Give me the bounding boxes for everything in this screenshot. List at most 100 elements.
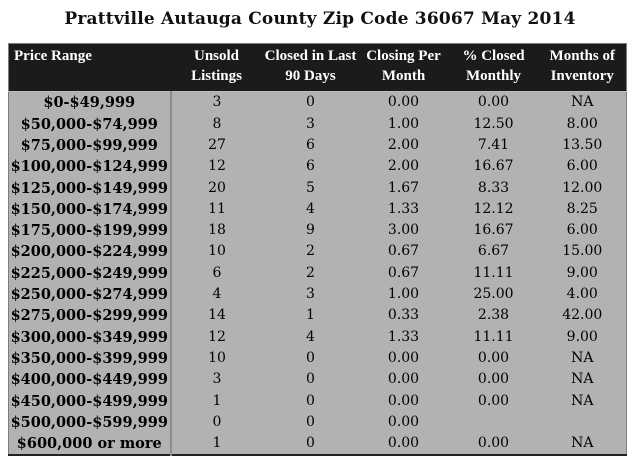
value-cell-unsold-listings: 8 [170, 113, 263, 135]
value-cell-months-of-inventory: NA [538, 390, 627, 412]
value-cell-pct-closed-monthly [448, 411, 539, 434]
value-cell-closed-last-90-days: 2 [262, 241, 359, 263]
table-row: $400,000-$449,999 3 0 0.00 0.00 NA [8, 369, 627, 391]
value-cell-unsold-listings: 3 [170, 369, 263, 391]
column-header-pct-closed-monthly: % Closed Monthly [448, 43, 539, 93]
value-cell-closing-per-month: 0.00 [358, 91, 449, 114]
table-row: $0-$49,999 3 0 0.00 0.00 NA [8, 91, 627, 114]
price-range-cell: $300,000-$349,999 [8, 326, 172, 348]
value-cell-unsold-listings: 27 [170, 134, 263, 157]
value-cell-closing-per-month: 0.00 [358, 433, 449, 456]
value-cell-closing-per-month: 0.67 [358, 241, 449, 263]
value-cell-pct-closed-monthly: 8.33 [448, 177, 539, 199]
value-cell-unsold-listings: 12 [170, 326, 263, 348]
value-cell-pct-closed-monthly: 2.38 [448, 305, 539, 327]
table-row: $275,000-$299,999 14 1 0.33 2.38 42.00 [8, 305, 627, 327]
price-range-cell: $450,000-$499,999 [8, 390, 172, 412]
value-cell-months-of-inventory: 8.25 [538, 198, 627, 221]
price-range-cell: $150,000-$174,999 [8, 198, 172, 221]
table-row: $125,000-$149,999 20 5 1.67 8.33 12.00 [8, 177, 627, 199]
table-row: $500,000-$599,999 0 0 0.00 [8, 411, 627, 434]
value-cell-months-of-inventory: NA [538, 91, 627, 114]
value-cell-months-of-inventory: 42.00 [538, 305, 627, 327]
table-row: $75,000-$99,999 27 6 2.00 7.41 13.50 [8, 134, 627, 157]
price-range-cell: $0-$49,999 [8, 91, 172, 114]
value-cell-months-of-inventory: 8.00 [538, 113, 627, 135]
value-cell-pct-closed-monthly: 0.00 [448, 347, 539, 370]
price-range-cell: $200,000-$224,999 [8, 241, 172, 263]
value-cell-closed-last-90-days: 6 [262, 156, 359, 178]
price-range-cell: $250,000-$274,999 [8, 284, 172, 306]
value-cell-closing-per-month: 0.00 [358, 390, 449, 412]
value-cell-closing-per-month: 2.00 [358, 156, 449, 178]
value-cell-closed-last-90-days: 3 [262, 113, 359, 135]
table-row: $250,000-$274,999 4 3 1.00 25.00 4.00 [8, 284, 627, 306]
header-row: Price Range Unsold Listings Closed in Last… [8, 43, 627, 93]
value-cell-closed-last-90-days: 1 [262, 305, 359, 327]
table-row: $225,000-$249,999 6 2 0.67 11.11 9.00 [8, 262, 627, 285]
value-cell-closing-per-month: 1.00 [358, 113, 449, 135]
value-cell-closing-per-month: 2.00 [358, 134, 449, 157]
value-cell-months-of-inventory: 6.00 [538, 220, 627, 242]
value-cell-unsold-listings: 12 [170, 156, 263, 178]
value-cell-closed-last-90-days: 6 [262, 134, 359, 157]
value-cell-unsold-listings: 1 [170, 390, 263, 412]
price-range-cell: $50,000-$74,999 [8, 113, 172, 135]
table-row: $175,000-$199,999 18 9 3.00 16.67 6.00 [8, 220, 627, 242]
value-cell-months-of-inventory: 4.00 [538, 284, 627, 306]
value-cell-pct-closed-monthly: 0.00 [448, 369, 539, 391]
value-cell-pct-closed-monthly: 6.67 [448, 241, 539, 263]
value-cell-unsold-listings: 1 [170, 433, 263, 456]
column-header-closed-last-90-days: Closed in Last 90 Days [262, 43, 359, 93]
column-header-months-of-inventory: Months of Inventory [538, 43, 627, 93]
value-cell-closed-last-90-days: 0 [262, 390, 359, 412]
value-cell-months-of-inventory [538, 411, 627, 434]
value-cell-closing-per-month: 0.00 [358, 411, 449, 434]
table-row: $150,000-$174,999 11 4 1.33 12.12 8.25 [8, 198, 627, 221]
page-title: Prattville Autauga County Zip Code 36067… [64, 9, 576, 29]
value-cell-closing-per-month: 0.00 [358, 369, 449, 391]
price-range-cell: $400,000-$449,999 [8, 369, 172, 391]
value-cell-closed-last-90-days: 0 [262, 369, 359, 391]
table-row: $350,000-$399,999 10 0 0.00 0.00 NA [8, 347, 627, 370]
value-cell-closing-per-month: 0.33 [358, 305, 449, 327]
value-cell-pct-closed-monthly: 16.67 [448, 220, 539, 242]
price-range-cell: $275,000-$299,999 [8, 305, 172, 327]
table-row: $100,000-$124,999 12 6 2.00 16.67 6.00 [8, 156, 627, 178]
value-cell-closing-per-month: 1.33 [358, 326, 449, 348]
value-cell-closed-last-90-days: 0 [262, 411, 359, 434]
table-row: $200,000-$224,999 10 2 0.67 6.67 15.00 [8, 241, 627, 263]
price-range-cell: $500,000-$599,999 [8, 411, 172, 434]
table-header: Price Range Unsold Listings Closed in Last… [8, 43, 627, 93]
value-cell-months-of-inventory: NA [538, 369, 627, 391]
value-cell-closed-last-90-days: 3 [262, 284, 359, 306]
table-row: $450,000-$499,999 1 0 0.00 0.00 NA [8, 390, 627, 412]
value-cell-pct-closed-monthly: 11.11 [448, 262, 539, 285]
value-cell-pct-closed-monthly: 16.67 [448, 156, 539, 178]
value-cell-unsold-listings: 11 [170, 198, 263, 221]
column-header-price-range: Price Range [8, 43, 171, 93]
value-cell-months-of-inventory: 15.00 [538, 241, 627, 263]
table-row: $50,000-$74,999 8 3 1.00 12.50 8.00 [8, 113, 627, 135]
value-cell-unsold-listings: 3 [170, 91, 263, 114]
value-cell-pct-closed-monthly: 7.41 [448, 134, 539, 157]
value-cell-unsold-listings: 18 [170, 220, 263, 242]
price-range-cell: $350,000-$399,999 [8, 347, 172, 370]
price-range-cell: $75,000-$99,999 [8, 134, 172, 157]
value-cell-pct-closed-monthly: 0.00 [448, 433, 539, 456]
value-cell-closing-per-month: 1.00 [358, 284, 449, 306]
value-cell-pct-closed-monthly: 12.50 [448, 113, 539, 135]
price-range-cell: $100,000-$124,999 [8, 156, 172, 178]
value-cell-closed-last-90-days: 0 [262, 91, 359, 114]
value-cell-unsold-listings: 20 [170, 177, 263, 199]
value-cell-closing-per-month: 1.33 [358, 198, 449, 221]
value-cell-months-of-inventory: 13.50 [538, 134, 627, 157]
value-cell-closed-last-90-days: 4 [262, 326, 359, 348]
value-cell-closed-last-90-days: 2 [262, 262, 359, 285]
value-cell-closed-last-90-days: 4 [262, 198, 359, 221]
value-cell-months-of-inventory: 9.00 [538, 326, 627, 348]
price-range-cell: $225,000-$249,999 [8, 262, 172, 285]
value-cell-pct-closed-monthly: 0.00 [448, 390, 539, 412]
value-cell-months-of-inventory: NA [538, 433, 627, 456]
